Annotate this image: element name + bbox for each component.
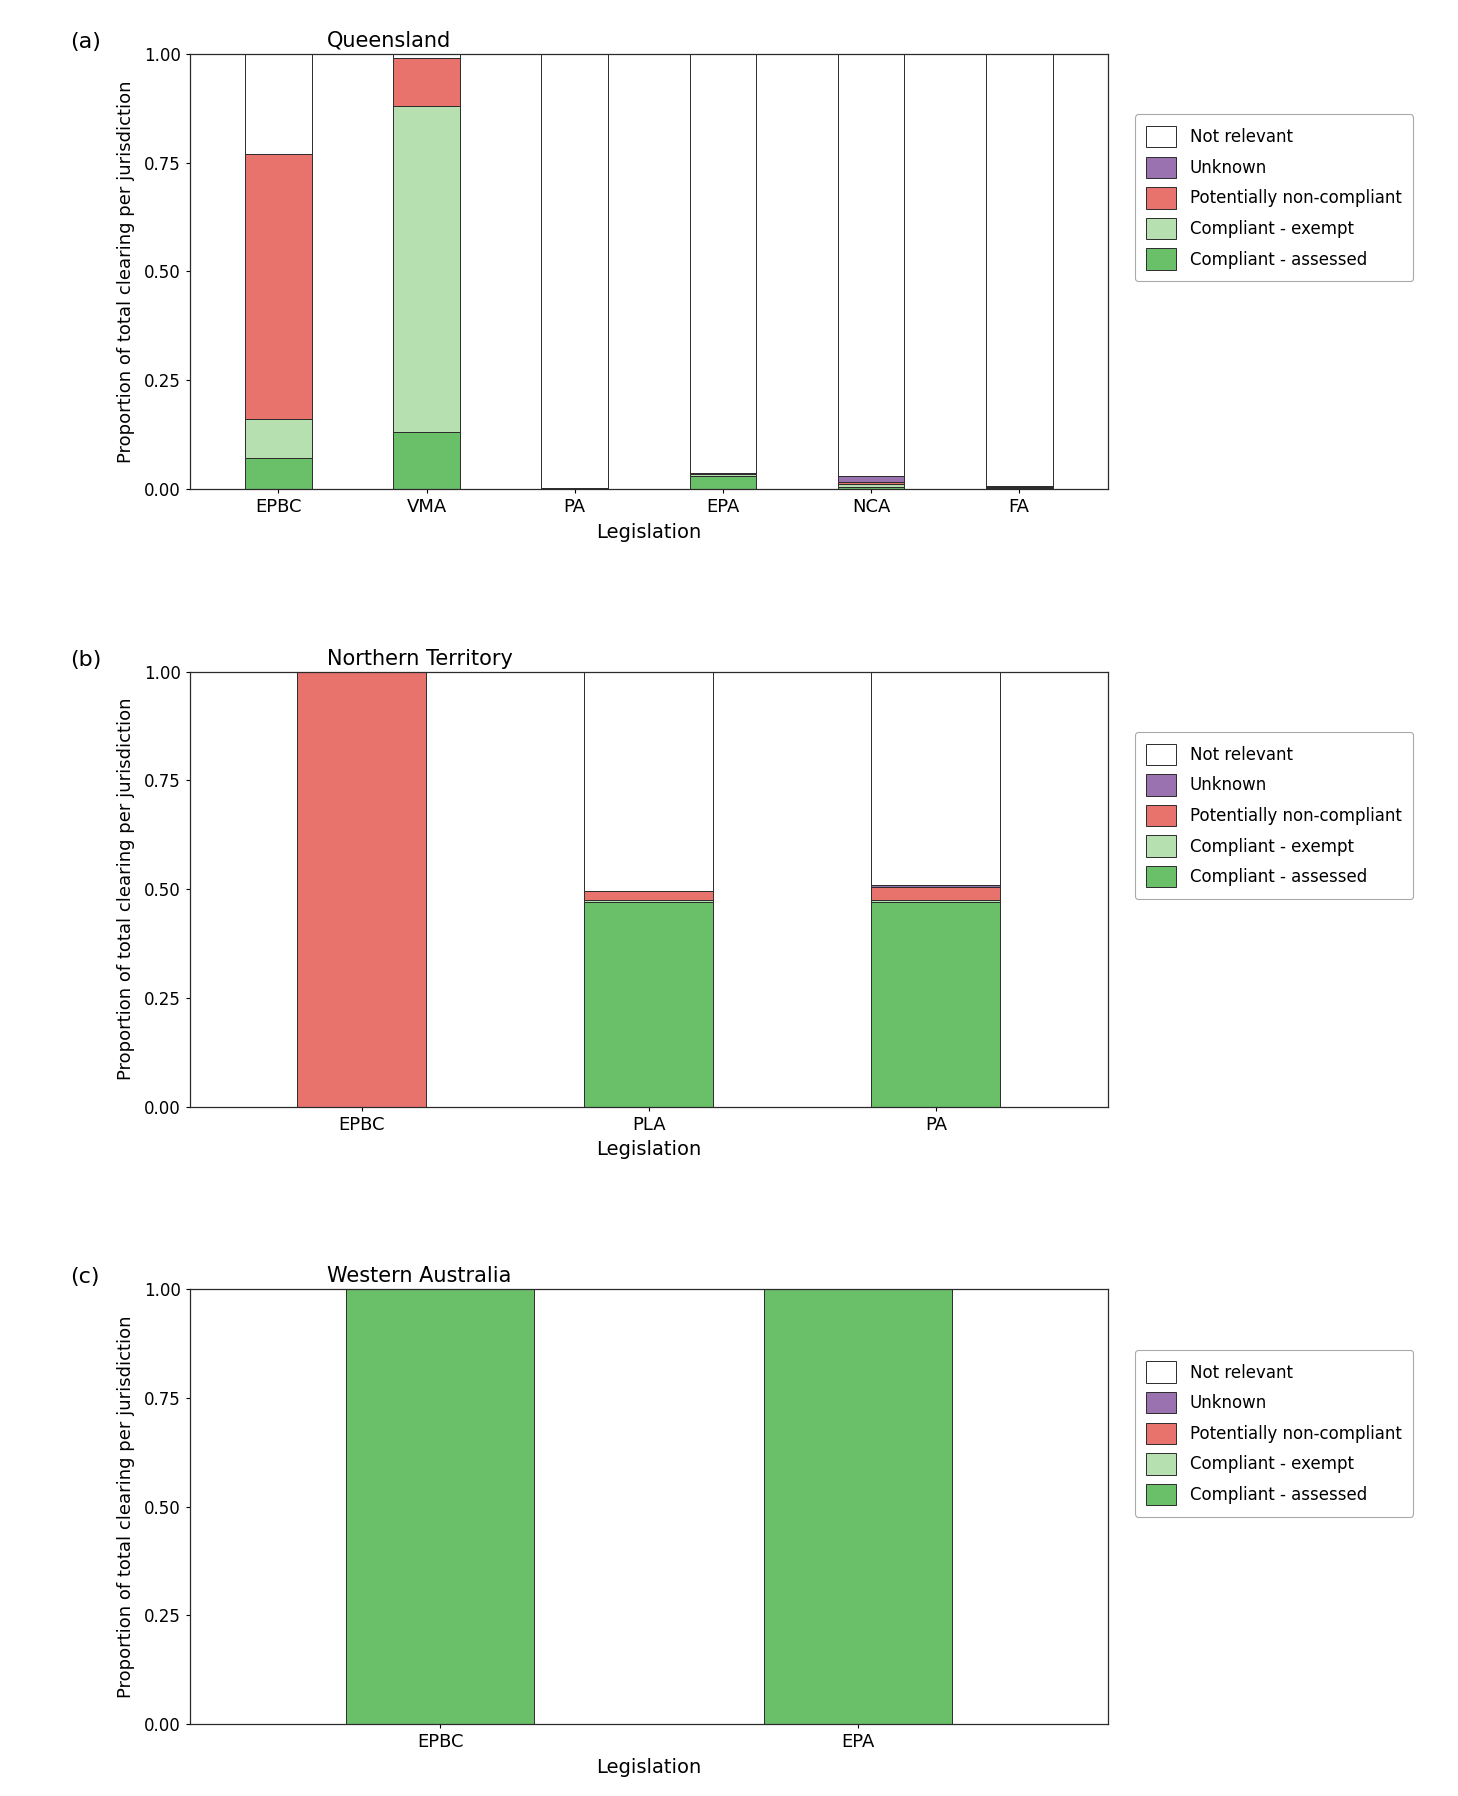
Bar: [872, 900, 1000, 902]
X-axis label: Legislation: Legislation: [596, 1140, 701, 1160]
Bar: [838, 485, 904, 487]
Bar: [585, 900, 713, 902]
Bar: [585, 902, 713, 1106]
X-axis label: Legislation: Legislation: [596, 523, 701, 542]
Bar: [346, 1290, 534, 1724]
Bar: [394, 106, 459, 433]
Bar: [245, 154, 312, 418]
Legend: Not relevant, Unknown, Potentially non-compliant, Compliant - exempt, Compliant : Not relevant, Unknown, Potentially non-c…: [1134, 115, 1413, 282]
Bar: [764, 1290, 952, 1724]
Bar: [245, 418, 312, 458]
Bar: [838, 487, 904, 489]
Text: (c): (c): [70, 1268, 99, 1288]
Bar: [585, 672, 713, 891]
Bar: [690, 54, 757, 472]
Bar: [872, 672, 1000, 885]
Bar: [245, 458, 312, 489]
Bar: [872, 885, 1000, 887]
X-axis label: Legislation: Legislation: [596, 1758, 701, 1776]
Bar: [838, 483, 904, 485]
Legend: Not relevant, Unknown, Potentially non-compliant, Compliant - exempt, Compliant : Not relevant, Unknown, Potentially non-c…: [1134, 733, 1413, 900]
Text: (b): (b): [70, 650, 102, 670]
Bar: [690, 474, 757, 476]
Bar: [838, 54, 904, 476]
Bar: [838, 476, 904, 483]
Bar: [245, 54, 312, 154]
Bar: [872, 887, 1000, 900]
Y-axis label: Proportion of total clearing per jurisdiction: Proportion of total clearing per jurisdi…: [117, 699, 136, 1079]
Bar: [585, 891, 713, 900]
Bar: [690, 476, 757, 489]
Bar: [297, 672, 426, 1106]
Bar: [394, 54, 459, 57]
Bar: [394, 433, 459, 489]
Text: Western Australia: Western Australia: [327, 1266, 512, 1286]
Y-axis label: Proportion of total clearing per jurisdiction: Proportion of total clearing per jurisdi…: [117, 81, 136, 463]
Text: Northern Territory: Northern Territory: [327, 648, 513, 668]
Bar: [986, 54, 1053, 487]
Text: (a): (a): [70, 32, 101, 52]
Bar: [872, 902, 1000, 1106]
Text: Queensland: Queensland: [327, 31, 452, 50]
Bar: [394, 57, 459, 106]
Bar: [541, 54, 608, 487]
Legend: Not relevant, Unknown, Potentially non-compliant, Compliant - exempt, Compliant : Not relevant, Unknown, Potentially non-c…: [1134, 1351, 1413, 1518]
Y-axis label: Proportion of total clearing per jurisdiction: Proportion of total clearing per jurisdi…: [117, 1315, 136, 1697]
